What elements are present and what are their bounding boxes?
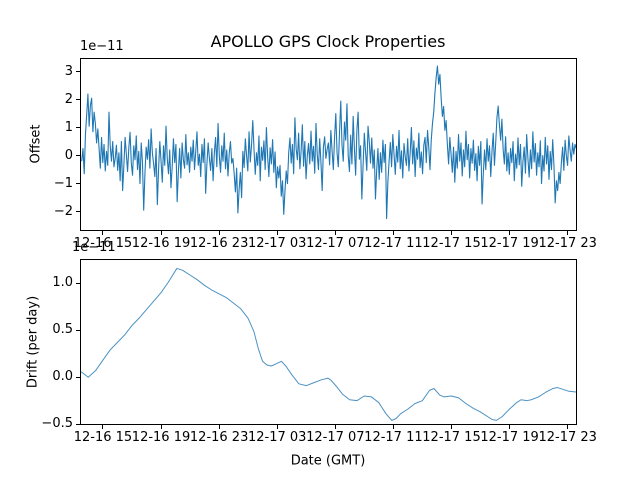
- y-tick-label: 0.5: [52, 322, 73, 338]
- y-tick-label: −0.5: [41, 416, 73, 432]
- offset-scale-text-bottom: 1e−11: [72, 240, 116, 255]
- x-tick-label: 12-17 15: [422, 236, 481, 251]
- x-tick-mark: [160, 231, 162, 235]
- x-tick-mark: [334, 425, 336, 429]
- x-tick-mark: [102, 425, 104, 429]
- x-tick-label: 12-16 15: [73, 236, 133, 251]
- y-tick-label: 1: [64, 119, 73, 135]
- axes-offset: [80, 58, 577, 231]
- chart-title: APOLLO GPS Clock Properties: [210, 32, 446, 51]
- x-tick-mark: [334, 231, 336, 235]
- x-tick-mark: [567, 425, 569, 429]
- x-tick-label: 12-17 19: [480, 430, 539, 445]
- x-tick-label: 12-17 23: [538, 430, 597, 445]
- x-tick-mark: [218, 425, 220, 429]
- y-tick-mark: [76, 376, 80, 378]
- x-tick-mark: [451, 425, 452, 429]
- x-tick-label: 12-17 03: [247, 430, 307, 445]
- plot-area-offset: [81, 65, 576, 220]
- x-tick-mark: [509, 231, 511, 235]
- x-tick-mark: [567, 231, 569, 235]
- y-tick-label: 2: [64, 91, 73, 107]
- x-tick-mark: [451, 231, 452, 235]
- y-tick-mark: [76, 71, 80, 73]
- x-tick-label: 12-16 19: [131, 236, 191, 251]
- x-tick-label: 12-17 03: [247, 236, 307, 251]
- y-tick-label: 3: [64, 63, 73, 79]
- y-tick-label: −2: [53, 203, 73, 219]
- x-tick-label: 12-17 15: [422, 430, 481, 445]
- y-tick-mark: [76, 329, 80, 331]
- x-tick-label: 12-17 19: [480, 236, 539, 251]
- y-tick-label: −1: [53, 175, 73, 191]
- offset-series-line: [81, 65, 576, 220]
- y-tick-mark: [76, 211, 80, 213]
- x-tick-mark: [509, 425, 511, 429]
- y-tick-label: 0: [64, 147, 73, 163]
- x-tick-mark: [276, 231, 278, 235]
- x-tick-mark: [392, 425, 394, 429]
- x-axis-label: Date (GMT): [290, 453, 366, 469]
- x-tick-label: 12-17 23: [538, 236, 597, 251]
- x-tick-label: 12-17 07: [306, 236, 365, 251]
- y-tick-mark: [76, 127, 80, 129]
- x-tick-label: 12-16 23: [189, 236, 249, 251]
- plot-area-drift: [81, 267, 576, 421]
- y-tick-mark: [76, 282, 80, 284]
- x-tick-mark: [102, 231, 104, 235]
- y-tick-mark: [76, 99, 80, 101]
- y-tick-mark: [76, 183, 80, 185]
- drift-series-line: [81, 267, 576, 421]
- x-tick-label: 12-17 11: [364, 430, 423, 445]
- x-tick-mark: [218, 231, 220, 235]
- y-tick-label: 0.0: [52, 369, 73, 385]
- x-tick-label: 12-16 15: [73, 430, 133, 445]
- x-tick-mark: [392, 231, 394, 235]
- x-tick-mark: [160, 425, 162, 429]
- x-tick-label: 12-17 07: [306, 430, 365, 445]
- x-tick-label: 12-16 19: [131, 430, 191, 445]
- x-tick-mark: [276, 425, 278, 429]
- y-tick-label: 1.0: [52, 275, 73, 291]
- y-tick-mark: [76, 155, 80, 157]
- axes-drift: [80, 259, 577, 425]
- y-tick-mark: [76, 423, 80, 425]
- x-tick-label: 12-16 23: [189, 430, 249, 445]
- offset-scale-text-top: 1e−11: [80, 39, 124, 54]
- x-tick-label: 12-17 11: [364, 236, 423, 251]
